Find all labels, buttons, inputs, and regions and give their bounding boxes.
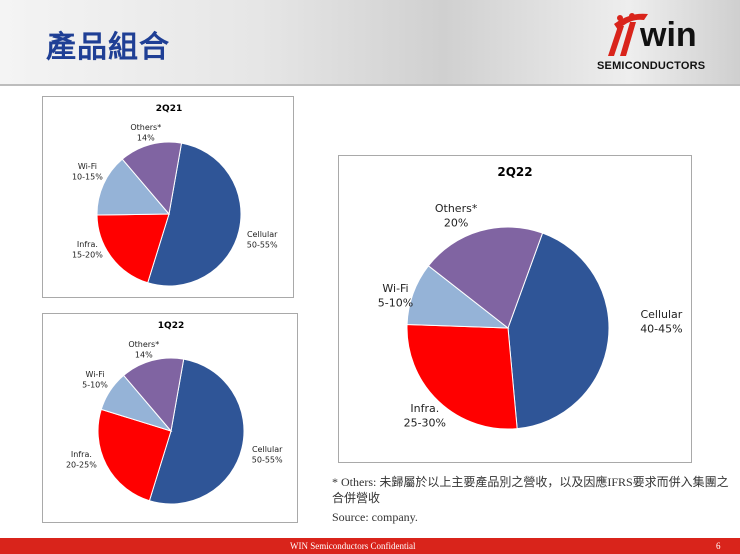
pie-slice-cellular (147, 142, 242, 287)
pie-svg: 2Q21 Cellular 50-55% Infra. 15-20% Wi-Fi 10-15… (72, 104, 278, 287)
source-note: Source: company. (332, 510, 418, 524)
logo-mark-icon (608, 13, 648, 56)
logo-subtitle: SEMICONDUCTORS (597, 60, 706, 72)
pie-slice-infra (406, 323, 518, 430)
confidential-label: WIN Semiconductors Confidential (290, 541, 416, 551)
header-banner: 產品組合 win SEMICONDUCTORS (0, 0, 740, 86)
slice-label: Cellular 50-55% (252, 445, 283, 464)
logo-text: win (640, 16, 697, 54)
slice-label: Infra. 25-30% (404, 402, 446, 429)
slice-label: Cellular 40-45% (640, 308, 683, 335)
pie-slice-others (122, 357, 185, 433)
page-number: 6 (716, 541, 721, 551)
slice-label: Others* 20% (435, 202, 478, 229)
slice-label: Wi-Fi 10-15% (72, 162, 103, 181)
pie-slice-cellular (507, 232, 610, 430)
slice-label: Cellular 50-55% (247, 230, 278, 249)
pie-slice-infra (97, 408, 172, 502)
slice-label: Others* 14% (128, 340, 159, 359)
win-logo: win SEMICONDUCTORS (592, 6, 712, 78)
pie-slice-wifi (96, 158, 171, 216)
slice-label: Wi-Fi 5-10% (378, 282, 413, 309)
chart-title: 2Q22 (497, 165, 532, 179)
chart-title: 2Q21 (156, 104, 182, 114)
pie-slice-infra (96, 213, 170, 284)
pie-slice-others (427, 226, 544, 329)
footer-bar: WIN Semiconductors Confidential 6 (0, 538, 740, 554)
slice-label: Infra. 20-25% (66, 450, 97, 469)
chart-2q21: 2Q21 Cellular 50-55% Infra. 15-20% Wi-Fi 10-15… (42, 96, 294, 298)
chart-2q22: 2Q22 Cellular 40-45% Infra. 25-30% Wi-Fi 5-10%… (338, 155, 692, 463)
chart-title: 1Q22 (158, 321, 184, 331)
pie-svg: 2Q22 Cellular 40-45% Infra. 25-30% Wi-Fi 5-10%… (378, 165, 683, 430)
slice-label: Infra. 15-20% (72, 240, 103, 259)
pie-slice-cellular (148, 358, 245, 505)
slice-label: Others* 14% (130, 123, 161, 142)
pie-slice-others (121, 141, 183, 216)
chart-1q22: 1Q22 Cellular 50-55% Infra. 20-25% Wi-Fi 5-10%… (42, 313, 298, 523)
pie-svg: 1Q22 Cellular 50-55% Infra. 20-25% Wi-Fi 5-10%… (66, 321, 283, 505)
page-title: 產品組合 (46, 30, 170, 65)
others-footnote: * Others: 未歸屬於以上主要產品別之營收，以及因應IFRS要求而併入集團… (332, 475, 729, 505)
slice-label: Wi-Fi 5-10% (82, 370, 108, 389)
